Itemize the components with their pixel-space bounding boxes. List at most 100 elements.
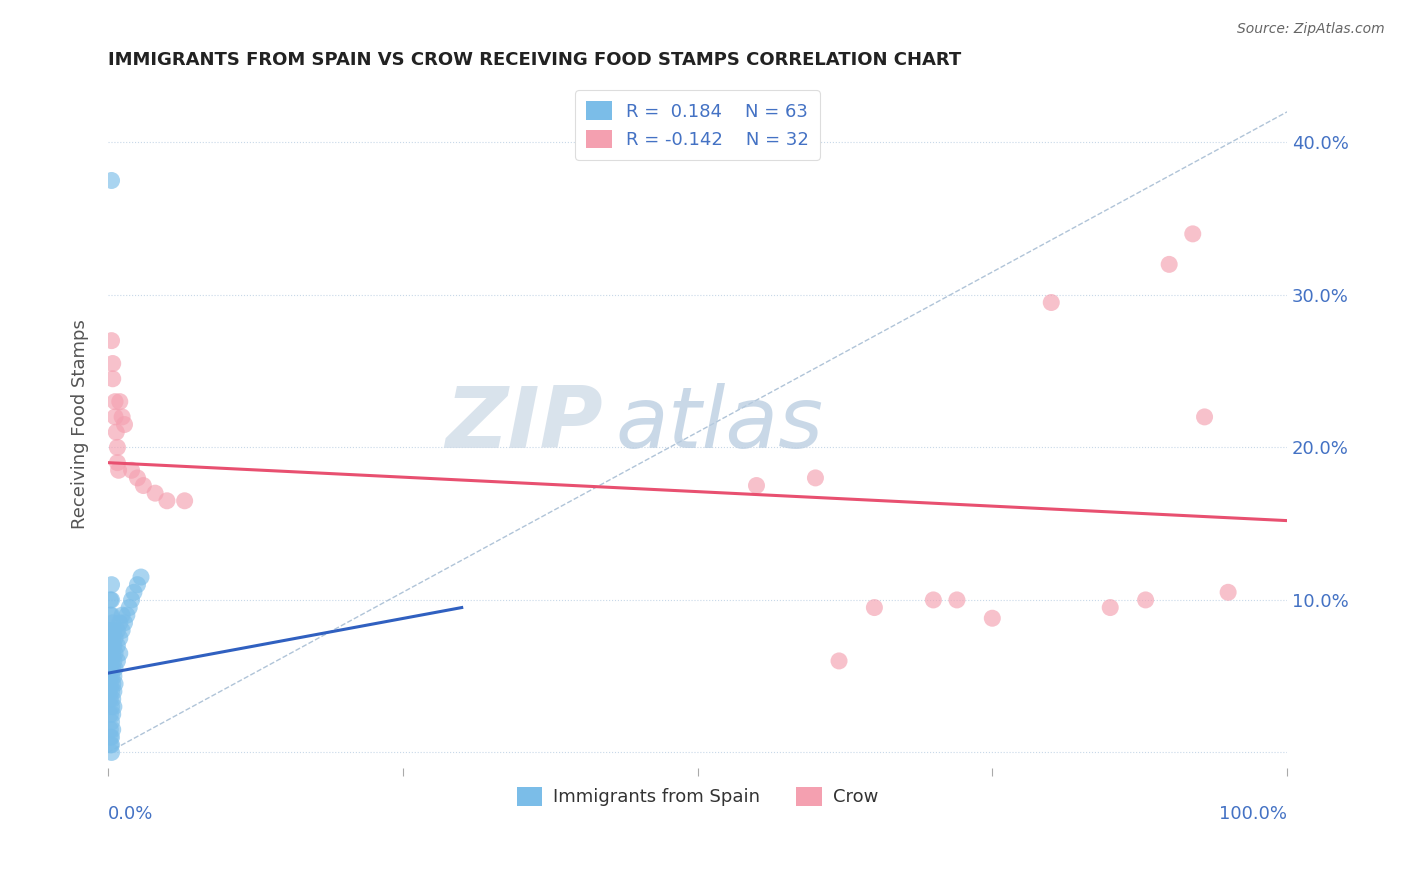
Point — [863, 600, 886, 615]
Point — [98, 639, 121, 653]
Point — [98, 662, 121, 676]
Point — [1099, 600, 1122, 615]
Point — [100, 669, 122, 683]
Point — [98, 646, 121, 660]
Point — [103, 669, 125, 683]
Text: 100.0%: 100.0% — [1219, 805, 1286, 823]
Point — [107, 441, 129, 455]
Point — [100, 684, 122, 698]
Point — [101, 646, 124, 660]
Point — [132, 478, 155, 492]
Point — [98, 654, 121, 668]
Point — [107, 654, 129, 668]
Legend: Immigrants from Spain, Crow: Immigrants from Spain, Crow — [510, 780, 886, 814]
Point — [101, 677, 124, 691]
Point — [118, 600, 141, 615]
Point — [127, 577, 149, 591]
Point — [1040, 295, 1063, 310]
Point — [101, 357, 124, 371]
Point — [111, 624, 134, 638]
Text: atlas: atlas — [614, 383, 823, 466]
Text: IMMIGRANTS FROM SPAIN VS CROW RECEIVING FOOD STAMPS CORRELATION CHART: IMMIGRANTS FROM SPAIN VS CROW RECEIVING … — [108, 51, 962, 69]
Point — [101, 372, 124, 386]
Point — [111, 409, 134, 424]
Point — [173, 493, 195, 508]
Point — [98, 631, 121, 645]
Point — [98, 723, 121, 737]
Point — [107, 456, 129, 470]
Point — [103, 684, 125, 698]
Point — [98, 593, 121, 607]
Point — [98, 669, 121, 683]
Point — [98, 608, 121, 623]
Point — [121, 593, 143, 607]
Point — [100, 714, 122, 729]
Point — [104, 631, 127, 645]
Point — [946, 593, 969, 607]
Point — [1135, 593, 1157, 607]
Point — [101, 723, 124, 737]
Point — [101, 692, 124, 706]
Point — [108, 631, 131, 645]
Point — [101, 615, 124, 630]
Point — [129, 570, 152, 584]
Point — [100, 639, 122, 653]
Text: ZIP: ZIP — [446, 383, 603, 466]
Point — [100, 624, 122, 638]
Point — [104, 677, 127, 691]
Point — [100, 738, 122, 752]
Point — [127, 471, 149, 485]
Point — [114, 417, 136, 432]
Point — [98, 692, 121, 706]
Point — [100, 577, 122, 591]
Point — [101, 662, 124, 676]
Point — [101, 631, 124, 645]
Point — [100, 608, 122, 623]
Point — [100, 334, 122, 348]
Point — [981, 611, 1004, 625]
Point — [100, 730, 122, 744]
Point — [101, 707, 124, 722]
Point — [115, 608, 138, 623]
Point — [100, 654, 122, 668]
Point — [103, 639, 125, 653]
Point — [98, 677, 121, 691]
Point — [103, 699, 125, 714]
Point — [156, 493, 179, 508]
Point — [98, 738, 121, 752]
Point — [104, 394, 127, 409]
Point — [1181, 227, 1204, 241]
Text: 0.0%: 0.0% — [108, 805, 153, 823]
Point — [98, 684, 121, 698]
Point — [98, 730, 121, 744]
Point — [108, 646, 131, 660]
Point — [1216, 585, 1239, 599]
Point — [100, 593, 122, 607]
Text: Source: ZipAtlas.com: Source: ZipAtlas.com — [1237, 22, 1385, 37]
Point — [98, 624, 121, 638]
Point — [108, 615, 131, 630]
Point — [111, 608, 134, 623]
Point — [804, 471, 827, 485]
Point — [828, 654, 851, 668]
Point — [107, 639, 129, 653]
Point — [98, 707, 121, 722]
Point — [143, 486, 166, 500]
Point — [100, 699, 122, 714]
Point — [1194, 409, 1216, 424]
Point — [107, 624, 129, 638]
Point — [1159, 257, 1181, 271]
Point — [103, 654, 125, 668]
Point — [122, 585, 145, 599]
Point — [105, 425, 128, 439]
Point — [114, 615, 136, 630]
Point — [104, 646, 127, 660]
Point — [922, 593, 945, 607]
Point — [100, 173, 122, 187]
Point — [104, 662, 127, 676]
Point — [121, 463, 143, 477]
Point — [745, 478, 768, 492]
Y-axis label: Receiving Food Stamps: Receiving Food Stamps — [72, 319, 89, 530]
Point — [107, 463, 129, 477]
Point — [104, 409, 127, 424]
